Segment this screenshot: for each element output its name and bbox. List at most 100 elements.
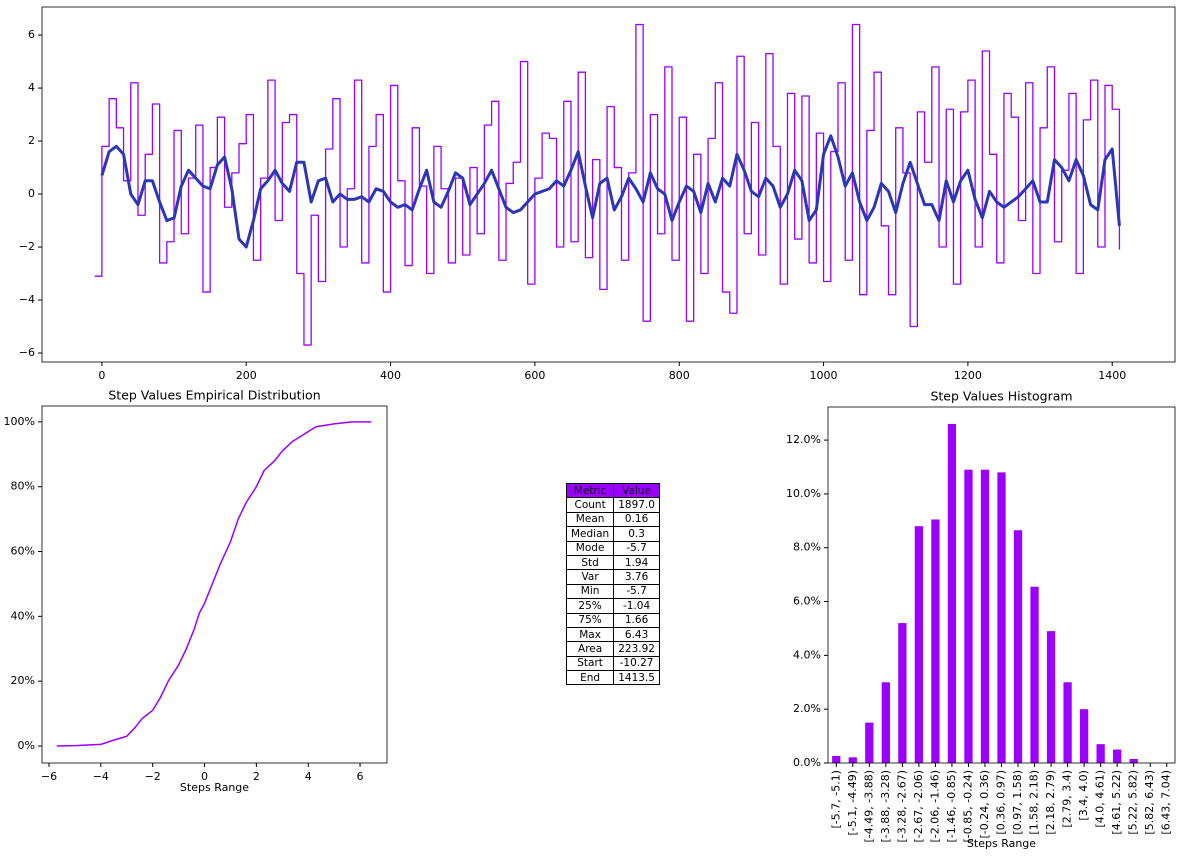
bar — [980, 469, 990, 763]
table-cell: 3.76 — [613, 569, 660, 585]
y-tick-label: 0% — [18, 739, 35, 752]
table-cell: Min — [565, 583, 615, 600]
x-axis-label: Steps Range — [180, 781, 249, 794]
table-row: Min -5.7 — [565, 583, 660, 600]
header-cell: Value — [613, 482, 660, 499]
table-cell: Mean — [565, 511, 615, 528]
table-cell: 75% — [565, 612, 615, 628]
bar — [914, 526, 924, 763]
x-tick-label: −6 — [41, 770, 57, 783]
y-tick-label: 60% — [11, 545, 35, 558]
table-cell: -5.7 — [613, 583, 660, 600]
x-tick-label: 1000 — [810, 369, 838, 382]
table-cell: Start — [565, 655, 615, 672]
bar — [881, 682, 890, 763]
x-tick-label: 200 — [236, 369, 257, 382]
y-tick-label: 80% — [11, 480, 35, 493]
bar — [1063, 682, 1072, 763]
x-tick-label: 2 — [253, 770, 260, 783]
y-tick-label: 6.0% — [793, 595, 821, 608]
axes-frame — [41, 6, 1176, 363]
bar — [1079, 709, 1089, 763]
y-tick-label: 8.0% — [793, 541, 821, 554]
stats-table: Metric Value Count 1897.0 Mean 0.16 Median 0.3 M… — [565, 482, 660, 686]
y-tick-label: 2 — [28, 134, 35, 147]
x-tick-label: [-5.1, -4.49) — [846, 770, 859, 836]
table-cell: Max — [565, 626, 615, 643]
x-tick-label: [-5.7, -5.1) — [829, 770, 842, 829]
x-tick-label: [-3.88, -3.28) — [879, 770, 892, 843]
x-tick-label: [6.43, 7.04) — [1160, 770, 1173, 835]
table-cell: 25% — [565, 598, 615, 614]
x-tick-label: [-3.28, -2.67) — [895, 770, 908, 843]
bar — [898, 623, 907, 763]
bar — [1113, 749, 1122, 763]
x-tick-label: [5.22, 5.82) — [1127, 770, 1140, 835]
table-row: Median 0.3 — [565, 526, 660, 542]
bar — [947, 423, 957, 763]
y-tick-label: 12.0% — [786, 433, 821, 446]
x-tick-label: [2.79, 3.4) — [1061, 770, 1074, 828]
bar — [1030, 586, 1039, 763]
x-tick-label: [-4.49, -3.88) — [862, 770, 875, 843]
y-tick-label: 20% — [11, 674, 35, 687]
x-tick-label: [-1.46, -0.85) — [945, 770, 958, 843]
x-tick-label: 1400 — [1098, 369, 1126, 382]
x-tick-label: 600 — [524, 369, 545, 382]
table-row: End 1413.5 — [565, 670, 660, 686]
y-tick-label: 2.0% — [793, 702, 821, 715]
y-tick-label: 4 — [28, 81, 35, 94]
table-cell: Var — [565, 569, 615, 585]
chart-title: Step Values Histogram — [930, 389, 1072, 404]
x-tick-label: [2.18, 2.79) — [1044, 770, 1057, 835]
table-row: Count 1897.0 — [565, 497, 660, 513]
x-tick-label: 800 — [669, 369, 690, 382]
x-tick-label: 1200 — [954, 369, 982, 382]
y-tick-label: 40% — [11, 609, 35, 622]
table-row: 75% 1.66 — [565, 612, 660, 628]
table-cell: 0.16 — [613, 511, 660, 528]
y-tick-label: −2 — [19, 240, 35, 253]
x-tick-label: −2 — [145, 770, 161, 783]
bar — [865, 722, 874, 763]
chart-title: Step Values Empirical Distribution — [108, 388, 320, 403]
bar — [1046, 631, 1056, 763]
table-cell: 1897.0 — [613, 497, 660, 513]
x-tick-label: [-2.67, -2.06) — [912, 770, 925, 843]
x-tick-label: [3.4, 4.0) — [1077, 770, 1090, 821]
table-row: Area 223.92 — [565, 641, 660, 657]
y-tick-label: 0 — [28, 187, 35, 200]
x-tick-label: [0.36, 0.97) — [995, 770, 1008, 835]
x-tick-label: [4.0, 4.61) — [1094, 770, 1107, 828]
table-cell: End — [565, 670, 615, 686]
axes-frame — [827, 406, 1176, 764]
table-cell: 1.66 — [613, 612, 660, 628]
table-cell: Area — [565, 641, 615, 657]
x-tick-label: 0 — [98, 369, 105, 382]
table-cell: Median — [565, 526, 615, 542]
x-tick-label: [5.82, 6.43) — [1143, 770, 1156, 835]
table-cell: -5.7 — [613, 540, 660, 556]
table-cell: 1.94 — [613, 554, 660, 571]
table-cell: Std — [565, 554, 615, 571]
bar — [964, 469, 973, 763]
x-tick-label: [1.58, 2.18) — [1028, 770, 1041, 835]
x-tick-label: [0.97, 1.58) — [1011, 770, 1024, 835]
x-axis-label: Steps Range — [967, 837, 1036, 850]
table-cell: 0.3 — [613, 526, 660, 542]
x-tick-label: 6 — [357, 770, 364, 783]
table-cell: -10.27 — [613, 655, 660, 672]
bar — [1129, 758, 1138, 763]
bar — [931, 519, 940, 763]
data-line — [56, 421, 372, 747]
table-cell: 1413.5 — [613, 670, 660, 686]
data-line — [100, 134, 1121, 249]
y-tick-label: 4.0% — [793, 648, 821, 661]
bar — [1096, 744, 1105, 763]
table-row: Max 6.43 — [565, 626, 660, 643]
data-line — [94, 23, 1121, 346]
axes-frame — [41, 405, 388, 764]
x-tick-label: 400 — [380, 369, 401, 382]
table-cell: Count — [565, 497, 615, 513]
